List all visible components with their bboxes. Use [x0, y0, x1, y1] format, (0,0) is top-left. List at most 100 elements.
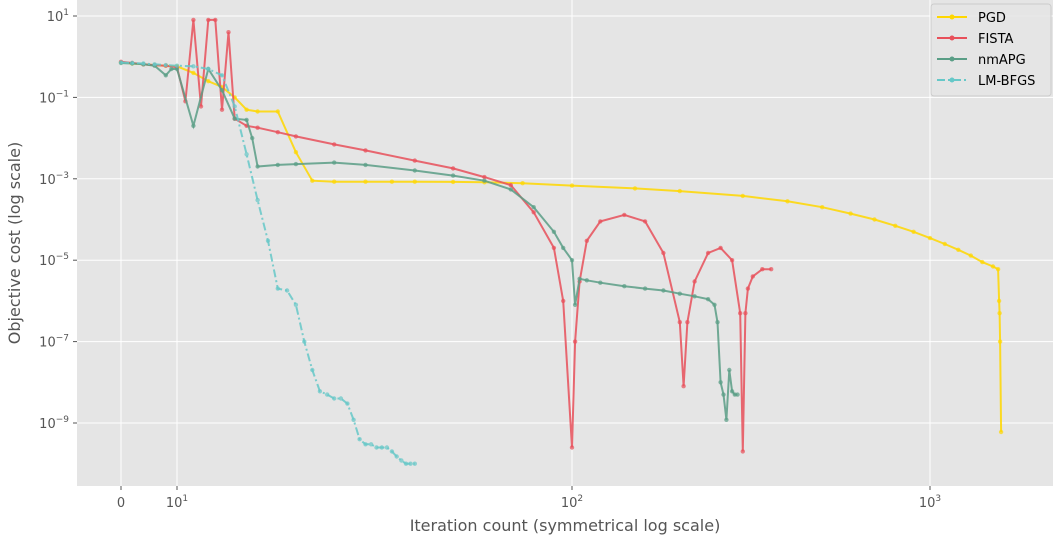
data-point: [785, 199, 790, 204]
data-point: [206, 79, 211, 84]
data-point: [408, 461, 413, 466]
data-point: [219, 107, 225, 112]
data-point: [968, 253, 973, 258]
data-point: [450, 179, 456, 185]
y-tick-label: 10−3: [39, 171, 69, 188]
x-tick-label: 101: [166, 494, 188, 511]
data-point: [244, 117, 249, 123]
data-point: [622, 284, 627, 289]
data-point: [820, 205, 825, 210]
legend-label: nmAPG: [978, 53, 1026, 68]
data-point: [213, 17, 218, 23]
data-point: [118, 60, 124, 65]
data-point: [389, 179, 395, 184]
data-point: [293, 150, 299, 155]
data-point: [363, 442, 368, 447]
data-point: [379, 445, 384, 450]
x-tick-label: 102: [561, 494, 583, 511]
series-nmapg: [118, 60, 740, 422]
data-point: [244, 152, 249, 157]
data-point: [705, 297, 711, 302]
data-point: [302, 339, 307, 344]
data-point: [130, 60, 135, 66]
data-point: [520, 181, 525, 186]
data-point: [531, 210, 536, 215]
data-point: [482, 178, 487, 183]
data-point: [174, 63, 180, 68]
legend: PGD FISTA nmAPG LM-BFGS: [930, 3, 1052, 97]
plot-area: [77, 0, 1053, 486]
data-point: [729, 389, 735, 394]
data-point: [191, 64, 196, 69]
legend-marker: [949, 35, 955, 41]
data-point: [642, 219, 648, 224]
data-point: [363, 162, 368, 168]
data-point: [293, 302, 299, 307]
data-point: [745, 286, 751, 291]
data-point: [561, 298, 566, 304]
data-point: [357, 437, 362, 442]
y-tick-label: 10−1: [39, 89, 69, 106]
data-point: [152, 62, 157, 67]
data-point: [996, 298, 1002, 304]
data-point: [325, 392, 330, 397]
data-point: [677, 291, 682, 296]
data-point: [508, 187, 513, 192]
data-point: [206, 17, 211, 23]
data-point: [232, 116, 237, 121]
data-point: [598, 219, 603, 224]
data-point: [893, 223, 898, 228]
data-point: [374, 445, 379, 450]
x-tick-label: 0: [117, 496, 125, 511]
data-point: [232, 104, 237, 109]
y-tick-label: 10−5: [39, 252, 69, 269]
data-point: [692, 294, 697, 299]
data-point: [450, 166, 456, 171]
data-point: [255, 164, 260, 169]
data-point: [980, 259, 985, 265]
data-point: [584, 278, 589, 283]
data-point: [760, 267, 765, 272]
data-point: [872, 217, 877, 222]
data-point: [572, 302, 578, 307]
x-tick-label: 103: [919, 494, 941, 511]
data-point: [394, 454, 399, 459]
data-point: [738, 311, 743, 316]
legend-box: [930, 3, 1052, 97]
data-point: [750, 274, 755, 279]
data-point: [642, 286, 648, 291]
y-tick-label: 101: [47, 8, 69, 25]
data-point: [718, 380, 723, 385]
data-point: [219, 73, 225, 78]
data-point: [482, 174, 487, 180]
y-tick-label: 10−9: [39, 415, 69, 432]
data-point: [412, 158, 417, 163]
y-tick-label: 10−7: [39, 334, 69, 351]
data-point: [685, 320, 690, 325]
legend-label: FISTA: [978, 32, 1013, 47]
legend-marker: [949, 56, 955, 62]
data-point: [551, 245, 557, 251]
y-axis: 101 10−1 10−3 10−5 10−7 10−9: [39, 8, 77, 432]
data-point: [384, 445, 390, 450]
data-point: [255, 109, 260, 114]
data-point: [403, 461, 409, 466]
data-point: [997, 311, 1002, 316]
legend-marker: [949, 14, 955, 20]
data-point: [293, 161, 299, 167]
data-point: [412, 461, 417, 466]
data-point: [412, 168, 417, 173]
data-point: [219, 88, 225, 93]
y-axis-title: Objective cost (log scale): [5, 142, 24, 344]
data-point: [727, 367, 732, 373]
data-point: [206, 66, 211, 72]
data-point: [569, 258, 575, 263]
data-point: [990, 264, 996, 269]
data-point: [911, 229, 916, 234]
data-point: [275, 162, 280, 168]
data-point: [692, 279, 697, 284]
data-point: [250, 135, 255, 141]
data-point: [677, 188, 682, 194]
data-point: [351, 417, 356, 422]
